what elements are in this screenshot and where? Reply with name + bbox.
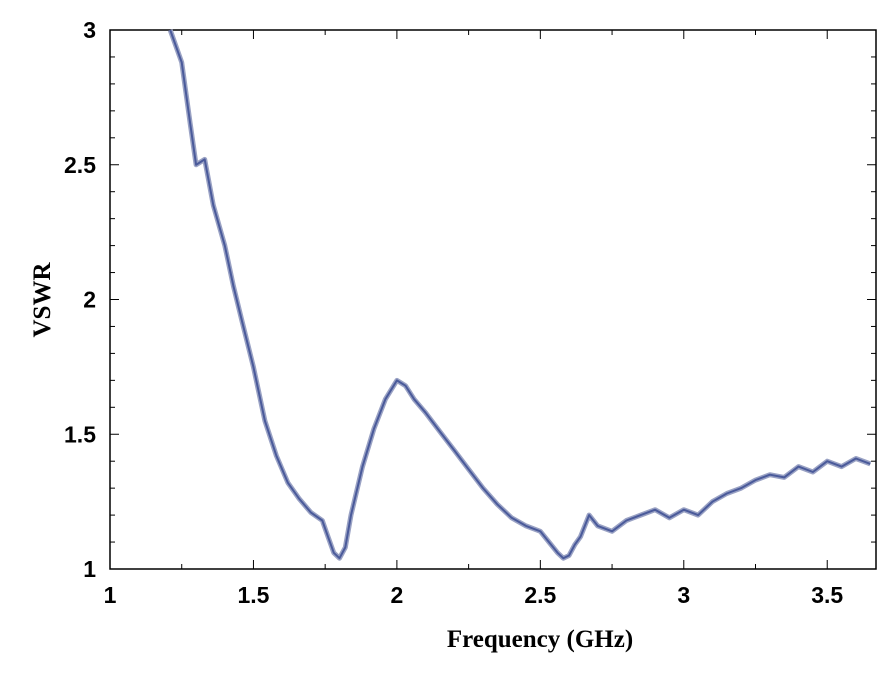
data-series <box>167 29 872 561</box>
x-tick-label: 2.5 <box>524 582 556 608</box>
x-tick-label: 1.5 <box>237 582 269 608</box>
y-tick-label: 2 <box>83 287 96 313</box>
x-tick-label: 3.5 <box>811 582 843 608</box>
x-axis-title: Frequency (GHz) <box>447 626 633 653</box>
plot-frame <box>109 29 877 570</box>
x-tick-label: 2 <box>390 582 403 608</box>
y-tick-label: 3 <box>83 17 96 43</box>
axis-ticks <box>109 29 876 570</box>
x-tick-label: 1 <box>104 582 117 608</box>
tick-labels: 1 1.5 2 2.5 3 3.5 1 1.5 2 2.5 3 <box>64 17 843 608</box>
series-line <box>169 29 871 560</box>
y-tick-label: 1.5 <box>64 421 96 447</box>
x-tick-label: 3 <box>677 582 690 608</box>
y-axis-title: VSWR <box>29 262 56 338</box>
y-tick-label: 1 <box>83 556 96 582</box>
y-tick-label: 2.5 <box>64 152 96 178</box>
